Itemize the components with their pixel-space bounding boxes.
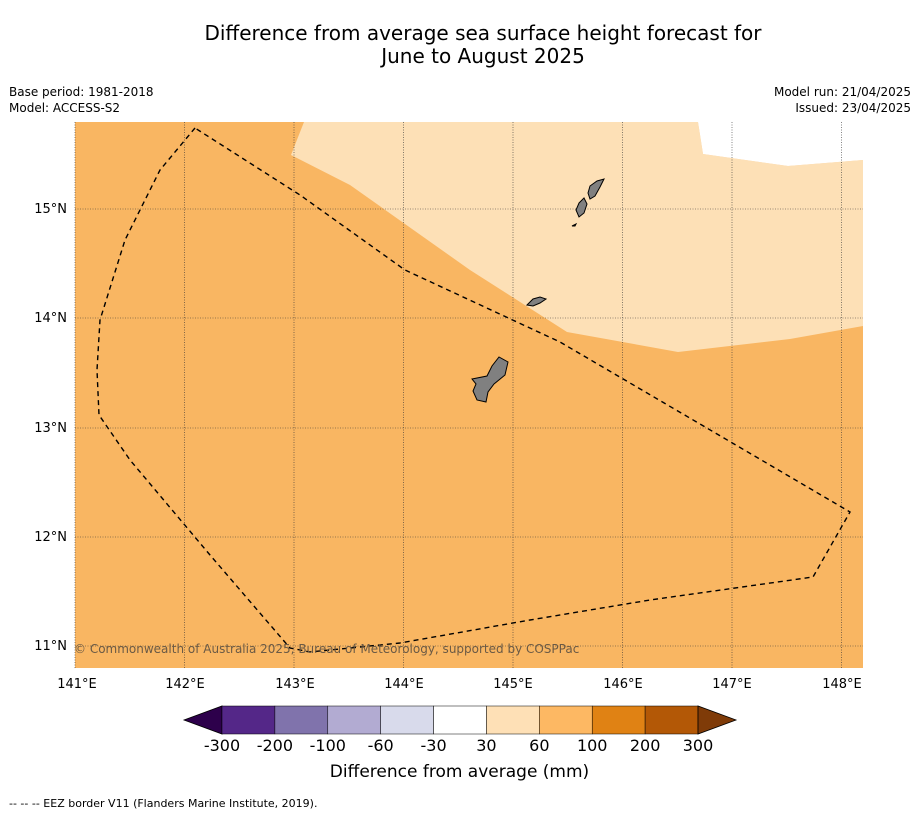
colorbar-segment: [221, 705, 276, 735]
meta-right: Model run: 21/04/2025 Issued: 23/04/2025: [774, 84, 911, 116]
graticule: [74, 122, 863, 668]
colorbar-tick-label: 200: [630, 736, 661, 755]
colorbar-segment: [380, 705, 434, 735]
lat-label-14: 14°N: [34, 311, 67, 326]
title-line-2: June to August 2025: [381, 44, 585, 68]
lon-label-147: 147°E: [712, 677, 752, 692]
lon-label-143: 143°E: [275, 677, 315, 692]
colorbar-segment: [486, 705, 540, 735]
footer-note: -- -- -- EEZ border V11 (Flanders Marine…: [9, 797, 318, 810]
chart-title: Difference from average sea surface heig…: [0, 22, 919, 68]
colorbar-label: Difference from average (mm): [329, 762, 590, 782]
meta-left: Base period: 1981-2018 Model: ACCESS-S2: [9, 84, 154, 116]
colorbar-tick-label: -100: [310, 736, 346, 755]
model-label: Model: ACCESS-S2: [9, 101, 121, 115]
copyright-text: © Commonwealth of Australia 2025, Bureau…: [74, 642, 579, 656]
issued-label: Issued: 23/04/2025: [795, 101, 911, 115]
aguijan-island: [571, 222, 578, 227]
lat-label-13: 13°N: [34, 421, 67, 436]
title-line-1: Difference from average sea surface heig…: [204, 21, 762, 45]
colorbar-tick-label: -300: [204, 736, 240, 755]
colorbar-segment: [327, 705, 381, 735]
colorbar-segment: [591, 705, 646, 735]
lat-label-11: 11°N: [34, 639, 67, 654]
lon-label-146: 146°E: [603, 677, 643, 692]
model-run-label: Model run: 21/04/2025: [773, 85, 911, 99]
eez-border: [96, 127, 851, 653]
colorbar-tick-label: 300: [683, 736, 714, 755]
lon-tick-labels: 141°E 142°E 143°E 144°E 145°E 146°E 147°…: [57, 677, 862, 692]
colorbar: -300 -200 -100 -60 -30 30 60 100 200 300: [182, 705, 738, 755]
lon-label-141: 141°E: [57, 677, 97, 692]
rota-island: [525, 296, 548, 307]
lon-label-144: 144°E: [384, 677, 424, 692]
saipan-island: [587, 178, 605, 200]
colorbar-segment: [539, 705, 593, 735]
colorbar-tick-label: 100: [577, 736, 608, 755]
anomaly-region-neutral: [698, 122, 863, 166]
guam-island: [471, 356, 509, 403]
land-areas: [471, 178, 605, 403]
colorbar-extend-low: [182, 705, 223, 735]
colorbar-tick-label: -30: [420, 736, 446, 755]
lat-tick-labels: 15°N 14°N 13°N 12°N 11°N: [34, 202, 67, 654]
anomaly-region-light: [291, 122, 863, 352]
lon-label-142: 142°E: [165, 677, 205, 692]
colorbar-tick-label: 60: [529, 736, 549, 755]
colorbar-tick-label: 30: [476, 736, 496, 755]
lat-label-15: 15°N: [34, 202, 67, 217]
colorbar-segment: [644, 705, 699, 735]
map-panel: © Commonwealth of Australia 2025, Bureau…: [74, 122, 863, 668]
colorbar-tick-label: -200: [257, 736, 293, 755]
colorbar-extend-high: [697, 705, 738, 735]
colorbar-segment: [274, 705, 329, 735]
colorbar-tick-label: -60: [368, 736, 394, 755]
lon-label-145: 145°E: [493, 677, 533, 692]
base-period-label: Base period: 1981-2018: [9, 85, 154, 99]
lat-label-12: 12°N: [34, 530, 67, 545]
tinian-island: [575, 197, 588, 218]
colorbar-segment: [433, 705, 487, 735]
lon-label-148: 148°E: [822, 677, 862, 692]
